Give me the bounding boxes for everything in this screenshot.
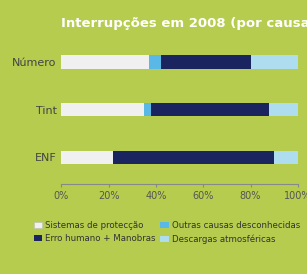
Bar: [270, 103, 298, 116]
Text: Interrupções em 2008 (por causas em %): Interrupções em 2008 (por causas em %): [61, 17, 307, 30]
Bar: [149, 55, 161, 68]
Bar: [61, 151, 113, 164]
Bar: [151, 103, 270, 116]
Bar: [61, 55, 149, 68]
Bar: [113, 151, 274, 164]
Bar: [251, 55, 298, 68]
Legend: Sistemas de protecção, Erro humano + Manobras, Outras causas desconhecidas, Desc: Sistemas de protecção, Erro humano + Man…: [30, 218, 303, 247]
Bar: [161, 55, 251, 68]
Bar: [274, 151, 298, 164]
Bar: [144, 103, 151, 116]
Bar: [61, 103, 144, 116]
